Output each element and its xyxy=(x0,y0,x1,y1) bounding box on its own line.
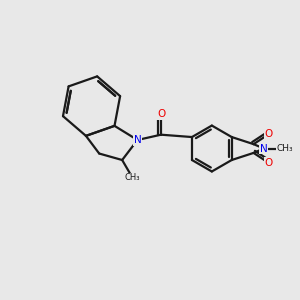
Text: O: O xyxy=(157,109,165,119)
Text: N: N xyxy=(260,143,268,154)
Text: N: N xyxy=(134,135,141,145)
Text: CH₃: CH₃ xyxy=(277,144,293,153)
Text: O: O xyxy=(265,129,273,139)
Text: O: O xyxy=(265,158,273,168)
Text: CH₃: CH₃ xyxy=(125,173,140,182)
